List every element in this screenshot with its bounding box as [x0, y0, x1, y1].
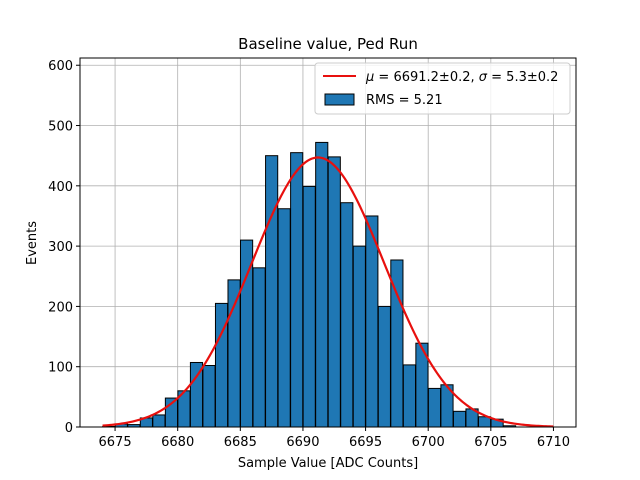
histogram-bar — [152, 414, 166, 428]
x-tick-label: 6695 — [349, 435, 382, 450]
histogram-bar — [315, 141, 329, 428]
chart-title: Baseline value, Ped Run — [238, 35, 418, 53]
histogram-bars — [102, 141, 517, 428]
legend: μ = 6691.2±0.2, σ = 5.3±0.2 RMS = 5.21 — [314, 62, 571, 115]
legend-box — [314, 62, 571, 115]
histogram-bar — [265, 155, 279, 428]
y-tick-label: 400 — [48, 180, 73, 195]
histogram-bar — [340, 202, 354, 428]
y-tick-label: 200 — [48, 300, 73, 315]
legend-hist-swatch — [324, 93, 355, 106]
histogram-bar — [365, 215, 379, 428]
x-tick-label: 6680 — [161, 435, 194, 450]
histogram-bar — [427, 387, 442, 428]
histogram-bar — [452, 410, 467, 428]
histogram-bar — [327, 156, 341, 428]
y-tick-label: 0 — [65, 421, 73, 436]
x-axis-label: Sample Value [ADC Counts] — [238, 456, 418, 471]
histogram-bar — [352, 245, 366, 428]
x-tick-label: 6675 — [99, 435, 132, 450]
y-axis-label: Events — [25, 221, 40, 265]
x-tick-label: 6710 — [537, 435, 570, 450]
gaussian-fit-curve — [102, 156, 554, 428]
histogram-bar — [377, 305, 391, 428]
legend-sigma-symbol: σ — [479, 70, 488, 85]
legend-mu-value: = 6691.2±0.2, — [374, 70, 478, 85]
x-tick-label: 6685 — [224, 435, 257, 450]
y-tick-label: 100 — [48, 361, 73, 376]
y-tick-label: 500 — [48, 120, 73, 135]
legend-hist-label: RMS = 5.21 — [366, 93, 443, 108]
legend-fit-label: μ = 6691.2±0.2, σ = 5.3±0.2 — [365, 70, 558, 85]
histogram-bar — [277, 208, 291, 428]
histogram-bar — [290, 152, 304, 428]
legend-sigma-value: = 5.3±0.2 — [487, 70, 558, 85]
y-tick-label: 600 — [48, 59, 73, 74]
histogram-bar — [302, 185, 316, 428]
x-tick-label: 6705 — [474, 435, 507, 450]
y-axis: 0 100 200 300 400 500 600 — [48, 59, 80, 436]
legend-mu-symbol: μ — [365, 70, 374, 85]
fit-curve-group — [102, 156, 554, 428]
x-tick-label: 6690 — [286, 435, 319, 450]
histogram-bar — [252, 267, 266, 428]
x-axis: 6675 6680 6685 6690 6695 6700 6705 6710 — [99, 427, 570, 450]
histogram-bar — [402, 364, 416, 428]
y-tick-label: 300 — [48, 240, 73, 255]
plot-frame — [79, 57, 577, 428]
x-tick-label: 6700 — [412, 435, 445, 450]
histogram-bar — [227, 279, 241, 428]
histogram-bar — [202, 365, 216, 428]
